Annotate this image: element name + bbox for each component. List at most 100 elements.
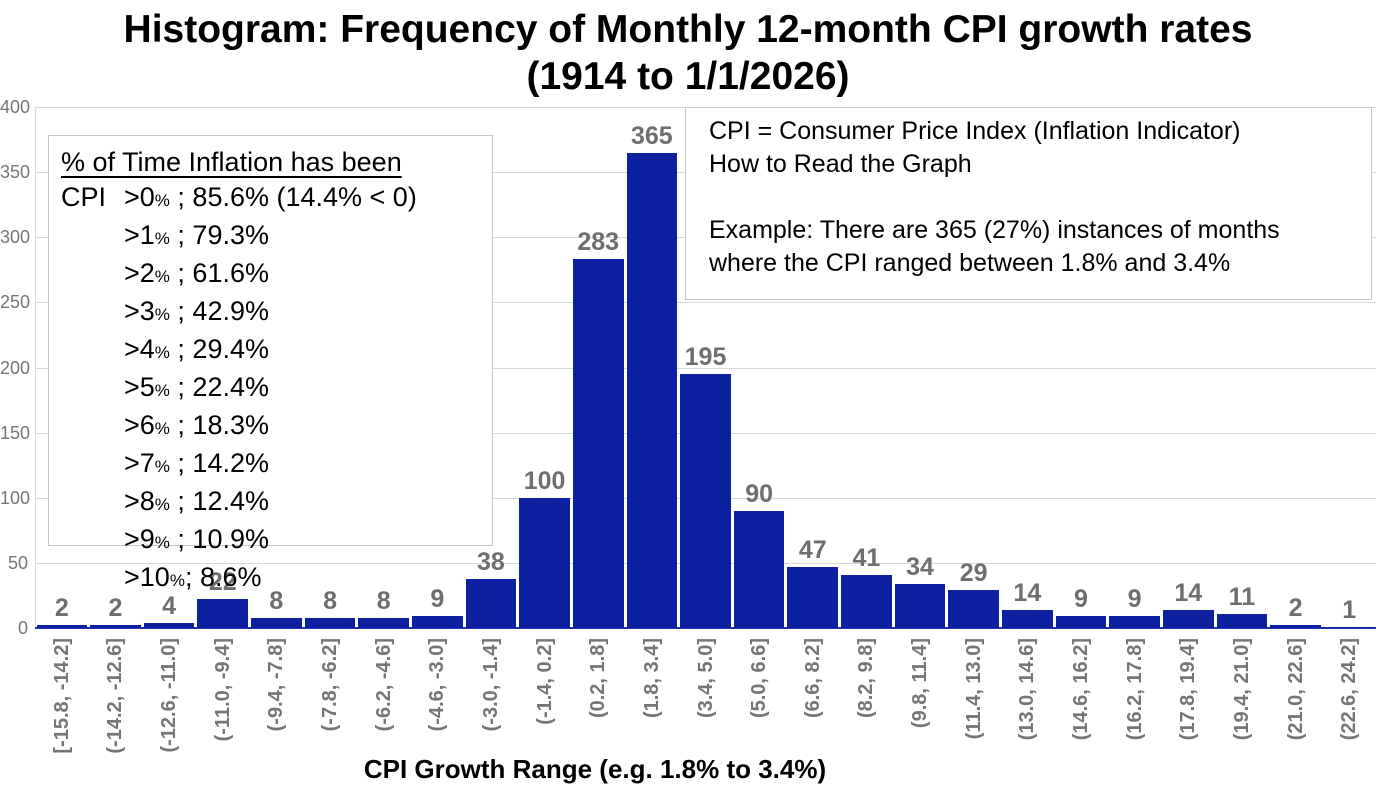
inflation-row: >6% ; 18.3%: [61, 408, 492, 446]
inflation-row: >3% ; 42.9%: [61, 294, 492, 332]
bar-value-label: 90: [745, 479, 774, 508]
bar: [465, 578, 517, 628]
inflation-row-lead: [61, 522, 124, 560]
bar-value-label: 41: [852, 543, 881, 572]
inflation-row-text: >9% ; 10.9%: [124, 522, 269, 560]
inflation-row: >8% ; 12.4%: [61, 484, 492, 522]
bar: [143, 622, 195, 628]
bar-value-label: 2: [54, 594, 69, 623]
bar: [1002, 609, 1053, 628]
bar: [572, 259, 624, 628]
chart-title-line2: (1914 to 1/1/2026): [526, 55, 850, 98]
bar-value-label: 14: [1013, 578, 1042, 607]
inflation-value: ; 10.9%: [169, 524, 269, 554]
inflation-threshold: >2: [124, 258, 155, 288]
inflation-value: ; 85.6% (14.4% < 0): [169, 182, 417, 212]
inflation-row-lead: [61, 332, 124, 370]
note-box-line: [709, 181, 1371, 214]
bar: [1109, 616, 1160, 628]
bar-value-label: 8: [323, 586, 337, 615]
inflation-value: ; 22.4%: [169, 372, 269, 402]
inflation-threshold: >3: [124, 296, 155, 326]
y-axis-line: [35, 107, 36, 628]
bar: [1162, 609, 1214, 628]
y-tick-label: 0: [17, 618, 28, 638]
bar: [894, 583, 946, 628]
bar-value-label: 2: [1288, 594, 1303, 623]
x-tick-label: (21.0, 22.6]: [1284, 638, 1307, 741]
note-box-line: Example: There are 365 (27%) instances o…: [709, 216, 1280, 244]
bar-value-label: 38: [477, 547, 505, 576]
bar: [251, 617, 302, 628]
inflation-row-text: >0% ; 85.6% (14.4% < 0): [124, 180, 417, 218]
y-tick-label: 50: [7, 552, 28, 573]
bar: [1216, 613, 1268, 628]
bar-value-label: 283: [577, 228, 620, 257]
bar-value-label: 9: [1074, 585, 1088, 614]
bar-value-label: 11: [1228, 582, 1256, 611]
inflation-stats-box: % of Time Inflation has been CPI >0% ; 85…: [48, 135, 493, 592]
inflation-row-text: >4% ; 29.4%: [124, 332, 269, 370]
bar: [90, 625, 141, 628]
inflation-row: >10%; 8.6%: [61, 560, 492, 598]
inflation-row: >4% ; 29.4%: [61, 332, 492, 370]
bar: [1323, 626, 1375, 628]
inflation-value: ; 12.4%: [169, 486, 269, 516]
inflation-box-rows: CPI >0% ; 85.6% (14.4% < 0) >1% ; 79.3% >2%…: [61, 180, 492, 598]
bar: [1055, 616, 1107, 628]
bar-value-label: 1: [1342, 595, 1357, 624]
y-tick-label: 300: [0, 227, 31, 248]
inflation-row-lead: [61, 484, 124, 522]
note-box-line: CPI = Consumer Price Index (Inflation In…: [709, 117, 1241, 145]
x-tick-label: (-12.6, -11.0]: [158, 638, 181, 753]
bar-value-label: 100: [523, 466, 566, 495]
how-to-read-box: CPI = Consumer Price Index (Inflation In…: [685, 107, 1372, 300]
inflation-threshold: >5: [124, 372, 155, 402]
gridline: [35, 302, 1376, 304]
inflation-row-lead: [61, 256, 124, 294]
bar: [841, 574, 892, 628]
chart-title-line1: Histogram: Frequency of Monthly 12-month…: [123, 8, 1253, 51]
bar: [197, 599, 249, 628]
x-tick-label: (14.6, 16.2]: [1069, 638, 1092, 741]
x-tick-label: (16.2, 17.8]: [1123, 638, 1146, 741]
x-tick-label: (19.4, 21.0]: [1230, 638, 1253, 741]
inflation-row-lead: CPI: [61, 182, 107, 212]
inflation-row: >9% ; 10.9%: [61, 522, 492, 560]
x-axis-title: CPI Growth Range (e.g. 1.8% to 3.4%): [363, 754, 827, 784]
bar-value-label: 34: [906, 552, 934, 581]
bar: [36, 625, 88, 628]
inflation-value: ; 79.3%: [169, 220, 269, 250]
inflation-value: ; 14.2%: [169, 448, 269, 478]
inflation-threshold-percent-sign: %: [154, 305, 170, 324]
inflation-threshold-percent-sign: %: [154, 343, 170, 362]
bar-value-label: 29: [959, 559, 988, 588]
bar-value-label: 14: [1174, 578, 1203, 607]
bar: [680, 374, 731, 628]
bar-value-label: 9: [430, 585, 445, 614]
chart-title: Histogram: Frequency of Monthly 12-month…: [0, 6, 1376, 100]
bar-value-label: 22: [208, 568, 237, 597]
y-tick-label: 100: [0, 487, 31, 508]
x-tick-label: (22.6, 24.2]: [1338, 638, 1361, 741]
inflation-threshold-percent-sign: %: [154, 191, 170, 210]
inflation-row-text: >5% ; 22.4%: [124, 370, 269, 408]
y-tick-label: 200: [0, 357, 31, 378]
bar-value-label: 2: [108, 594, 123, 623]
gridline: [35, 367, 1376, 369]
inflation-value: ; 61.6%: [169, 258, 269, 288]
inflation-threshold: >8: [124, 486, 155, 516]
bar-value-label: 195: [684, 343, 727, 371]
inflation-row-lead: [61, 218, 124, 256]
y-tick-label: 400: [0, 97, 31, 117]
x-tick-label: (13.0, 14.6]: [1016, 638, 1039, 741]
inflation-row-text: >7% ; 14.2%: [124, 446, 269, 484]
inflation-row: CPI >0% ; 85.6% (14.4% < 0): [61, 180, 492, 218]
bar: [1270, 625, 1321, 628]
inflation-value: ; 8.6%: [184, 562, 262, 592]
inflation-threshold: >9: [124, 524, 155, 554]
bar: [519, 497, 570, 628]
inflation-row-lead: [61, 294, 124, 332]
inflation-row-text: >3% ; 42.9%: [124, 294, 269, 332]
